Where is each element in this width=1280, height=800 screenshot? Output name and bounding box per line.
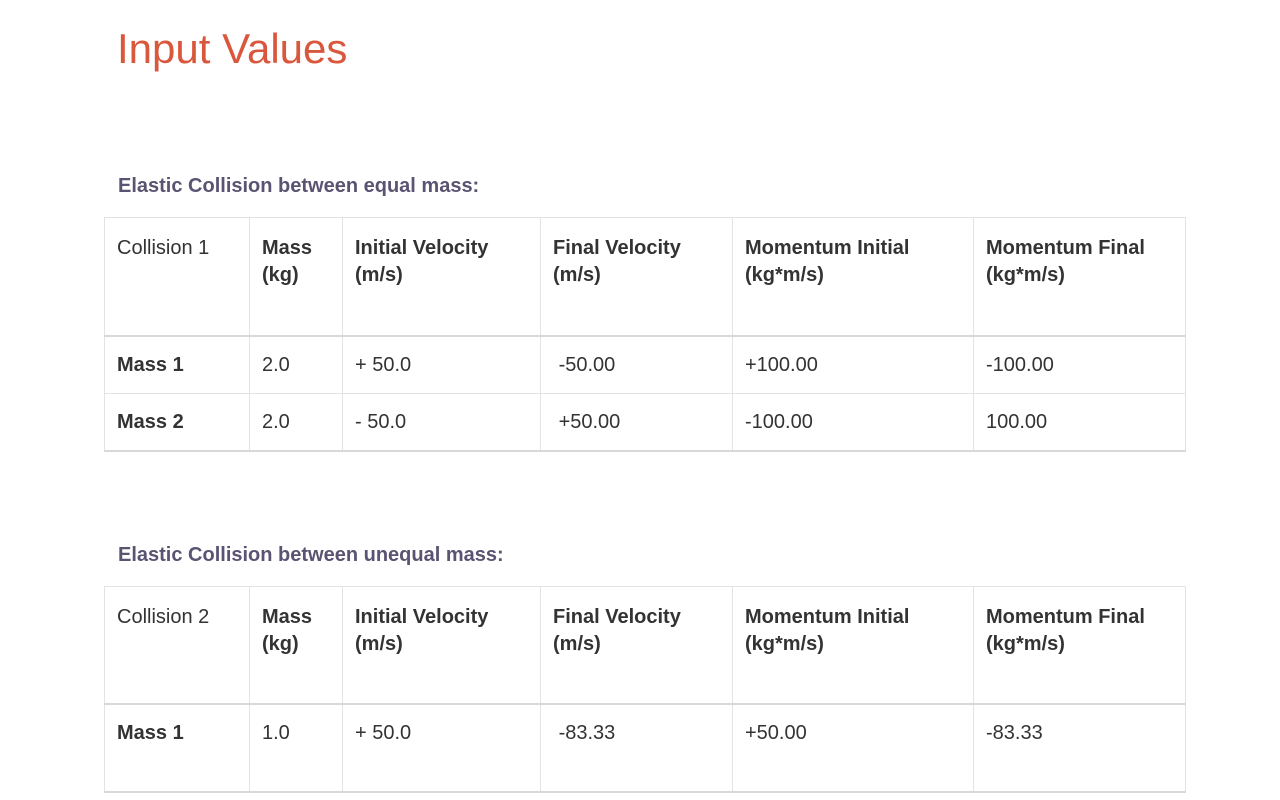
collision-table: Collision 2 Mass (kg) Initial Velocity (m/… xyxy=(104,585,1186,794)
column-header: Momentum Initial (kg*m/s) xyxy=(732,585,974,706)
value-cell: -100.00 xyxy=(732,392,974,452)
value-cell: -83.33 xyxy=(540,703,733,793)
value-cell: 100.00 xyxy=(973,392,1186,452)
table-title-cell: Collision 2 xyxy=(104,585,250,706)
column-header: Initial Velocity (m/s) xyxy=(342,217,541,337)
column-header: Momentum Final (kg*m/s) xyxy=(973,585,1186,706)
column-header: Momentum Initial (kg*m/s) xyxy=(732,217,974,337)
value-cell: + 50.0 xyxy=(342,335,541,394)
collision-section: Elastic Collision between unequal mass: … xyxy=(104,542,1186,794)
column-header: Final Velocity (m/s) xyxy=(540,217,733,337)
value-cell: + 50.0 xyxy=(342,703,541,793)
value-cell: -83.33 xyxy=(973,703,1186,793)
page-title: Input Values xyxy=(117,25,348,72)
row-label: Mass 1 xyxy=(104,335,250,394)
collision-table: Collision 1 Mass (kg) Initial Velocity (m/… xyxy=(104,217,1186,452)
value-cell: -100.00 xyxy=(973,335,1186,394)
table-header-row: Collision 1 Mass (kg) Initial Velocity (m/… xyxy=(104,217,1186,337)
value-cell: - 50.0 xyxy=(342,392,541,452)
table-row: Mass 1 1.0 + 50.0 -83.33 +50.00 -83.33 xyxy=(104,703,1186,793)
column-header: Mass (kg) xyxy=(249,585,343,706)
row-label: Mass 1 xyxy=(104,703,250,793)
collision-section: Elastic Collision between equal mass: Co… xyxy=(104,173,1186,452)
table-row: Mass 1 2.0 + 50.0 -50.00 +100.00 -100.00 xyxy=(104,335,1186,394)
value-cell: +100.00 xyxy=(732,335,974,394)
column-header: Momentum Final (kg*m/s) xyxy=(973,217,1186,337)
value-cell: +50.00 xyxy=(732,703,974,793)
column-header: Final Velocity (m/s) xyxy=(540,585,733,706)
value-cell: -50.00 xyxy=(540,335,733,394)
sections-container: Elastic Collision between equal mass: Co… xyxy=(104,173,1186,794)
section-heading: Elastic Collision between equal mass: xyxy=(118,175,480,198)
table-row: Mass 2 2.0- 50.0 +50.00 -100.00 100.00 xyxy=(104,392,1186,452)
section-heading: Elastic Collision between unequal mass: xyxy=(118,543,504,566)
column-header: Mass (kg) xyxy=(249,217,343,337)
table-header-row: Collision 2 Mass (kg) Initial Velocity (m/… xyxy=(104,585,1186,706)
column-header: Initial Velocity (m/s) xyxy=(342,585,541,706)
table-title-cell: Collision 1 xyxy=(104,217,250,337)
value-cell: 2.0 xyxy=(249,392,343,452)
row-label: Mass 2 xyxy=(104,392,250,452)
value-cell: 1.0 xyxy=(249,703,343,793)
value-cell: +50.00 xyxy=(540,392,733,452)
value-cell: 2.0 xyxy=(249,335,343,394)
